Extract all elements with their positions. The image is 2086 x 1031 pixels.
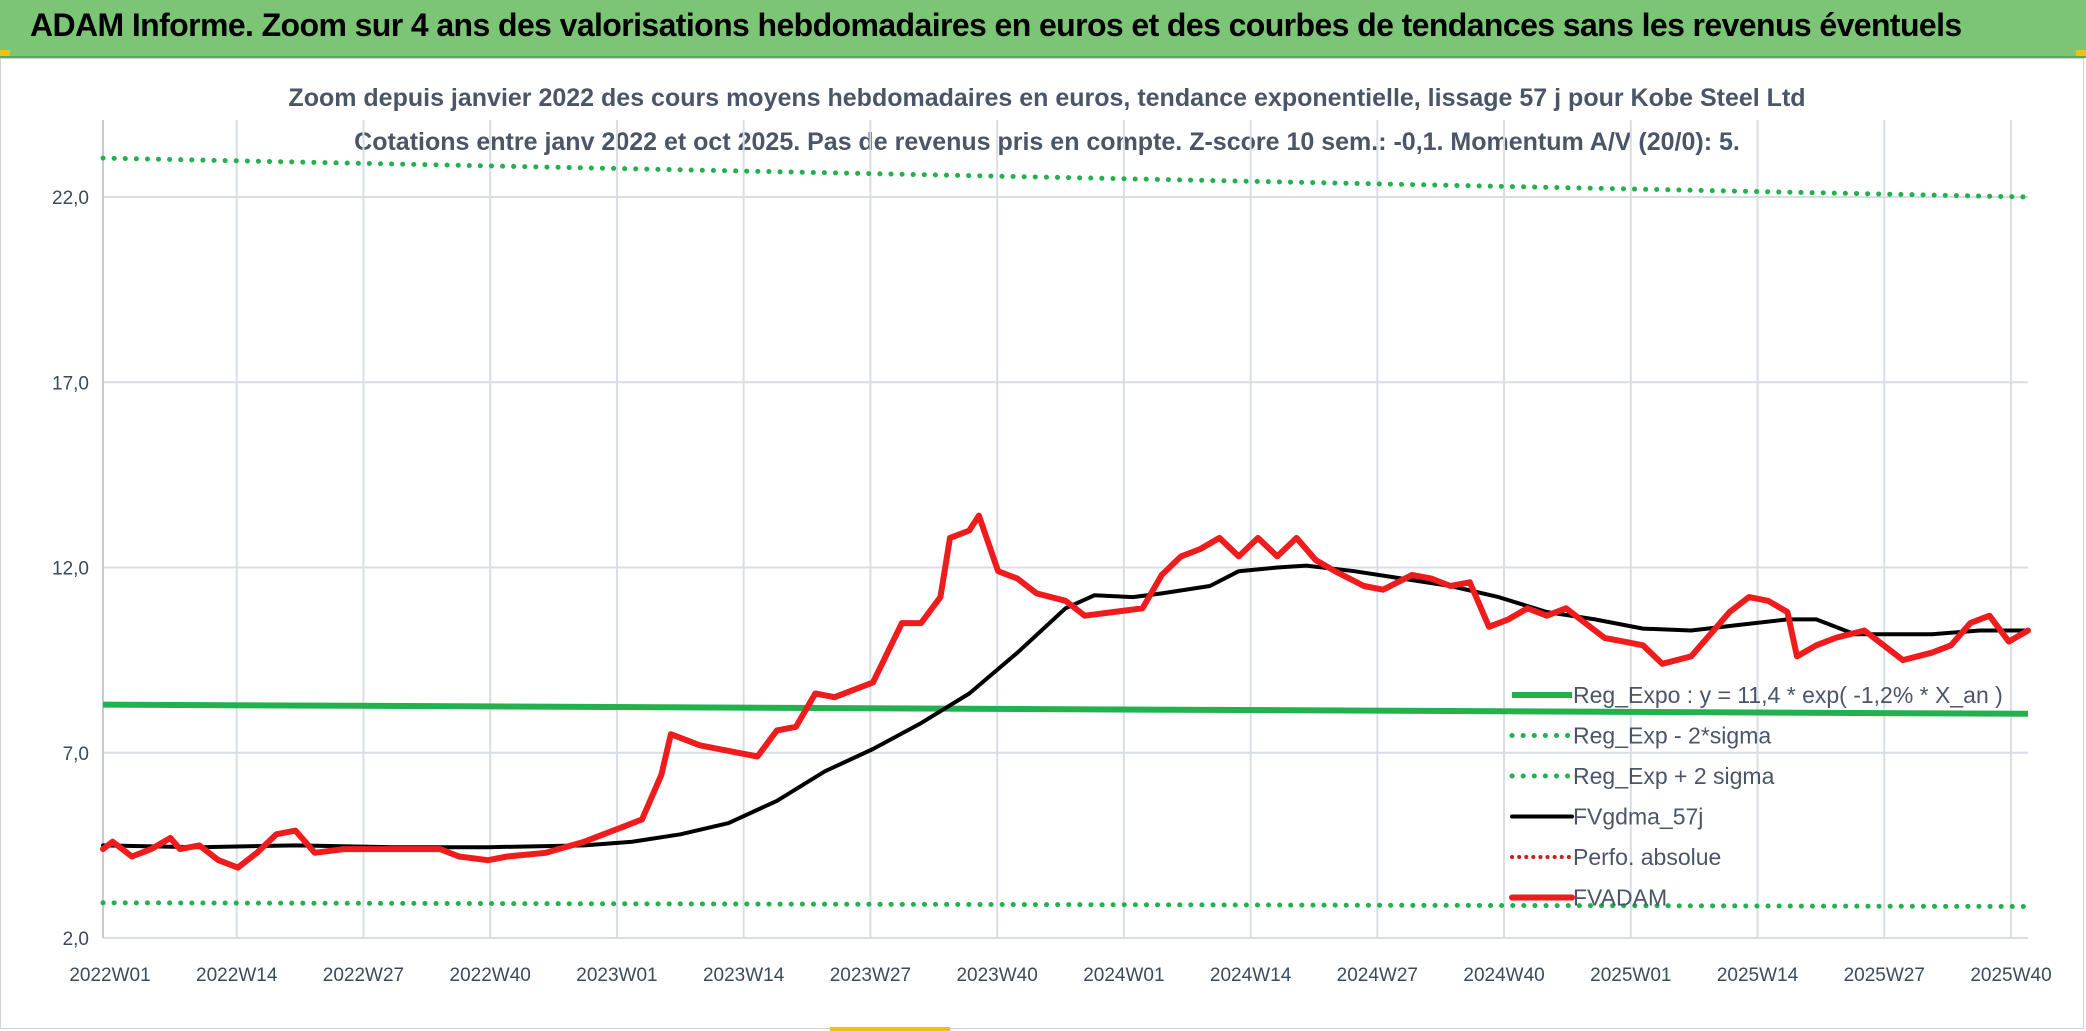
- x-tick-label: 2025W01: [1590, 965, 1671, 986]
- x-tick-label: 2024W27: [1337, 965, 1418, 986]
- x-tick-label: 2024W01: [1083, 965, 1164, 986]
- legend-label: FVADAM: [1573, 885, 1667, 911]
- x-tick-label: 2022W40: [450, 965, 531, 986]
- chart-frame: [0, 58, 2084, 1029]
- header-banner: ADAM Informe. Zoom sur 4 ans des valoris…: [0, 0, 2086, 58]
- series-line-fvgdma-57j: [101, 563, 2030, 850]
- y-tick-label: 12,0: [52, 559, 89, 580]
- legend-label: Reg_Exp + 2 sigma: [1573, 763, 1775, 789]
- x-tick-label: 2024W40: [1463, 965, 1544, 986]
- legend-label: Reg_Expo : y = 11,4 * exp( -1,2% * X_an …: [1573, 682, 2003, 708]
- x-tick-label: 2023W27: [830, 965, 911, 986]
- series-line-reg-expo-y-11-4-exp-1-2-x-an: [102, 701, 2029, 717]
- y-tick-label: 17,0: [52, 373, 89, 394]
- series-line-reg-exp-2-sigma: [100, 155, 2031, 200]
- x-tick-label: 2025W40: [1970, 965, 2051, 986]
- legend-label: Reg_Exp - 2*sigma: [1573, 723, 1771, 749]
- chart-subtitle-line-1: Zoom depuis janvier 2022 des cours moyen…: [288, 84, 1805, 112]
- x-tick-label: 2023W40: [956, 965, 1037, 986]
- y-tick-label: 22,0: [52, 188, 89, 209]
- legend: Reg_Expo : y = 11,4 * exp( -1,2% * X_an …: [1509, 682, 2003, 911]
- bottom-marker: [830, 1027, 950, 1031]
- chart-grid: [102, 120, 2028, 939]
- x-tick-label: 2022W14: [196, 965, 278, 986]
- x-axis: 2022W01 2022W14 2022W27 2022W40 2023W01 2023W…: [69, 965, 2051, 986]
- chart-subtitle-line-2: Cotations entre janv 2022 et oct 2025. P…: [354, 128, 1740, 156]
- corner-marker-right: [2076, 50, 2086, 56]
- x-tick-label: 2025W27: [1844, 965, 1925, 986]
- x-tick-label: 2023W01: [576, 965, 657, 986]
- x-tick-label: 2022W01: [69, 965, 150, 986]
- series-layer: [100, 155, 2031, 909]
- legend-label: Perfo. absolue: [1573, 844, 1721, 870]
- legend-label: FVgdma_57j: [1573, 804, 1703, 830]
- y-axis: 2,0 7,0 12,0 17,0 22,0: [52, 188, 89, 950]
- page-title: ADAM Informe. Zoom sur 4 ans des valoris…: [30, 7, 1962, 43]
- y-tick-label: 2,0: [63, 929, 89, 950]
- corner-marker-left: [0, 50, 10, 56]
- x-tick-label: 2024W14: [1210, 965, 1292, 986]
- x-tick-label: 2023W14: [703, 965, 785, 986]
- x-tick-label: 2022W27: [323, 965, 404, 986]
- x-tick-label: 2025W14: [1717, 965, 1799, 986]
- series-line-fvadam: [100, 512, 2031, 871]
- series-line-reg-exp-2-sigma: [100, 900, 2031, 909]
- y-tick-label: 7,0: [63, 744, 89, 765]
